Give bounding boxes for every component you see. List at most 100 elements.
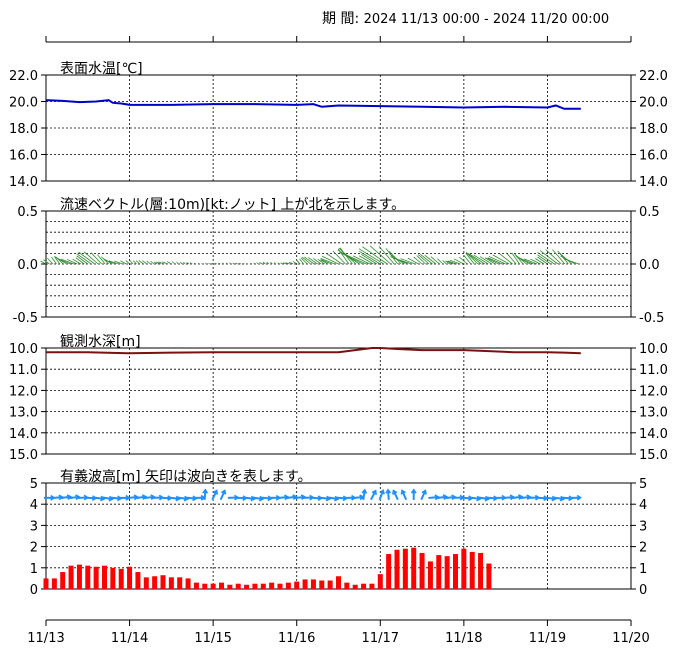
y-tick-label-left: 15.0 bbox=[9, 448, 38, 463]
temperature-series-line bbox=[45, 99, 581, 110]
current-vector bbox=[552, 249, 566, 265]
current-vector bbox=[473, 254, 489, 265]
wave-height-bar bbox=[152, 576, 158, 589]
wave-height-bar bbox=[127, 566, 133, 589]
current-vector bbox=[322, 255, 339, 265]
wave-height-bar bbox=[302, 579, 308, 589]
current-vector bbox=[238, 262, 242, 265]
wave-height-bar bbox=[252, 583, 258, 589]
wave-direction-arrowhead bbox=[250, 495, 256, 502]
wave-height-bar bbox=[478, 552, 484, 589]
current-vector bbox=[400, 258, 416, 265]
current-vector bbox=[225, 262, 228, 265]
current-vector bbox=[442, 260, 447, 265]
y-tick-label-right: 2 bbox=[639, 541, 647, 556]
wave-direction-arrowhead bbox=[292, 494, 298, 500]
wave-direction-arrow bbox=[420, 490, 427, 501]
wave-height-bar bbox=[352, 584, 358, 589]
wave-direction-arrow bbox=[445, 495, 456, 500]
wave-direction-arrowhead bbox=[258, 495, 265, 502]
y-tick-label-right: 16.0 bbox=[639, 149, 668, 164]
wave-direction-arrow bbox=[401, 490, 408, 501]
wave-height-bar bbox=[219, 582, 224, 589]
current-vector bbox=[487, 257, 499, 265]
top-time-axis bbox=[45, 36, 632, 43]
current-vector bbox=[484, 257, 496, 265]
panel-title: 表面水温[℃] bbox=[60, 61, 143, 77]
wave-height-bar bbox=[436, 555, 442, 589]
wave-height-bar bbox=[269, 582, 275, 589]
current-vector bbox=[83, 251, 99, 265]
current-vector bbox=[250, 262, 252, 265]
wave-direction-arrow bbox=[144, 495, 155, 500]
current-vector bbox=[359, 255, 374, 265]
current-vector bbox=[66, 259, 78, 265]
depth-panel: 観測水深[m] 10.0 10.0 11.0 11.0 12.0 12.0 13.0 13.0 1… bbox=[9, 333, 668, 463]
y-tick-label-right: 20.0 bbox=[639, 96, 668, 111]
current-vector bbox=[506, 252, 517, 265]
y-tick-label-right: 12.0 bbox=[639, 384, 668, 399]
current-vector bbox=[313, 258, 322, 265]
current-vector bbox=[537, 252, 555, 265]
current-vector bbox=[262, 261, 266, 265]
current-vector bbox=[511, 252, 520, 265]
wave-direction-arrowhead bbox=[442, 494, 449, 500]
wave-height-bar bbox=[461, 548, 467, 589]
current-vector bbox=[40, 260, 47, 265]
current-vector bbox=[453, 258, 465, 265]
current-vector bbox=[280, 262, 283, 265]
wave-direction-arrowhead bbox=[202, 488, 209, 494]
wave-height-bar bbox=[143, 577, 149, 589]
current-vector bbox=[135, 260, 141, 265]
current-vector bbox=[120, 260, 127, 265]
current-vector bbox=[369, 245, 391, 265]
y-tick-label-right: 14.0 bbox=[639, 175, 668, 190]
wave-direction-arrowhead bbox=[212, 489, 219, 495]
y-tick-label-left: -0.5 bbox=[13, 311, 38, 326]
wave-direction-arrow bbox=[328, 496, 339, 500]
y-tick-label-left: 3 bbox=[30, 519, 38, 534]
wave-height-bar bbox=[60, 572, 66, 589]
current-vector bbox=[523, 258, 538, 265]
current-vector bbox=[424, 254, 437, 265]
current-vector bbox=[61, 258, 74, 265]
wave-direction-arrow bbox=[545, 496, 556, 500]
current-vector bbox=[277, 262, 280, 265]
current-vector bbox=[466, 252, 482, 265]
wave-direction-arrowhead bbox=[183, 495, 190, 502]
current-vector bbox=[246, 262, 249, 265]
current-vector bbox=[266, 261, 270, 265]
current-vector bbox=[446, 260, 454, 265]
current-vector bbox=[430, 256, 440, 265]
wave-direction-arrow bbox=[102, 496, 113, 501]
y-tick-label-right: 0.5 bbox=[639, 205, 660, 220]
y-tick-label-left: 0.5 bbox=[17, 205, 38, 220]
current-vector bbox=[320, 259, 332, 265]
current-vector bbox=[205, 263, 207, 265]
wave-direction-arrowhead bbox=[421, 489, 427, 495]
wave-direction-arrowhead bbox=[361, 488, 368, 494]
wave-direction-arrowhead bbox=[108, 495, 114, 502]
wave-direction-arrowhead bbox=[576, 494, 582, 501]
wave-height-bar bbox=[377, 574, 383, 589]
y-tick-label-left: 18.0 bbox=[9, 122, 38, 137]
current-vector bbox=[201, 263, 203, 265]
panel-title: 観測水深[m] bbox=[60, 333, 141, 350]
current-vector bbox=[479, 256, 492, 265]
current-vector bbox=[232, 262, 235, 265]
wave-direction-arrow bbox=[319, 496, 330, 500]
y-tick-label-left: 14.0 bbox=[9, 427, 38, 442]
wave-direction-arrow bbox=[185, 496, 197, 500]
current-vector bbox=[146, 260, 151, 265]
wave-direction-arrow bbox=[486, 496, 497, 500]
wave-height-bar bbox=[469, 551, 475, 589]
wave-height-bar bbox=[444, 556, 450, 589]
wave-direction-arrow bbox=[244, 496, 255, 500]
wave-direction-arrow bbox=[436, 495, 447, 500]
wave-direction-arrowhead bbox=[325, 495, 332, 502]
y-tick-label-right: 3 bbox=[639, 519, 647, 534]
wave-height-bar bbox=[210, 583, 216, 589]
wave-direction-arrowhead bbox=[66, 494, 73, 500]
wave-direction-arrowhead bbox=[175, 495, 181, 502]
x-tick-label: 11/16 bbox=[278, 631, 315, 646]
